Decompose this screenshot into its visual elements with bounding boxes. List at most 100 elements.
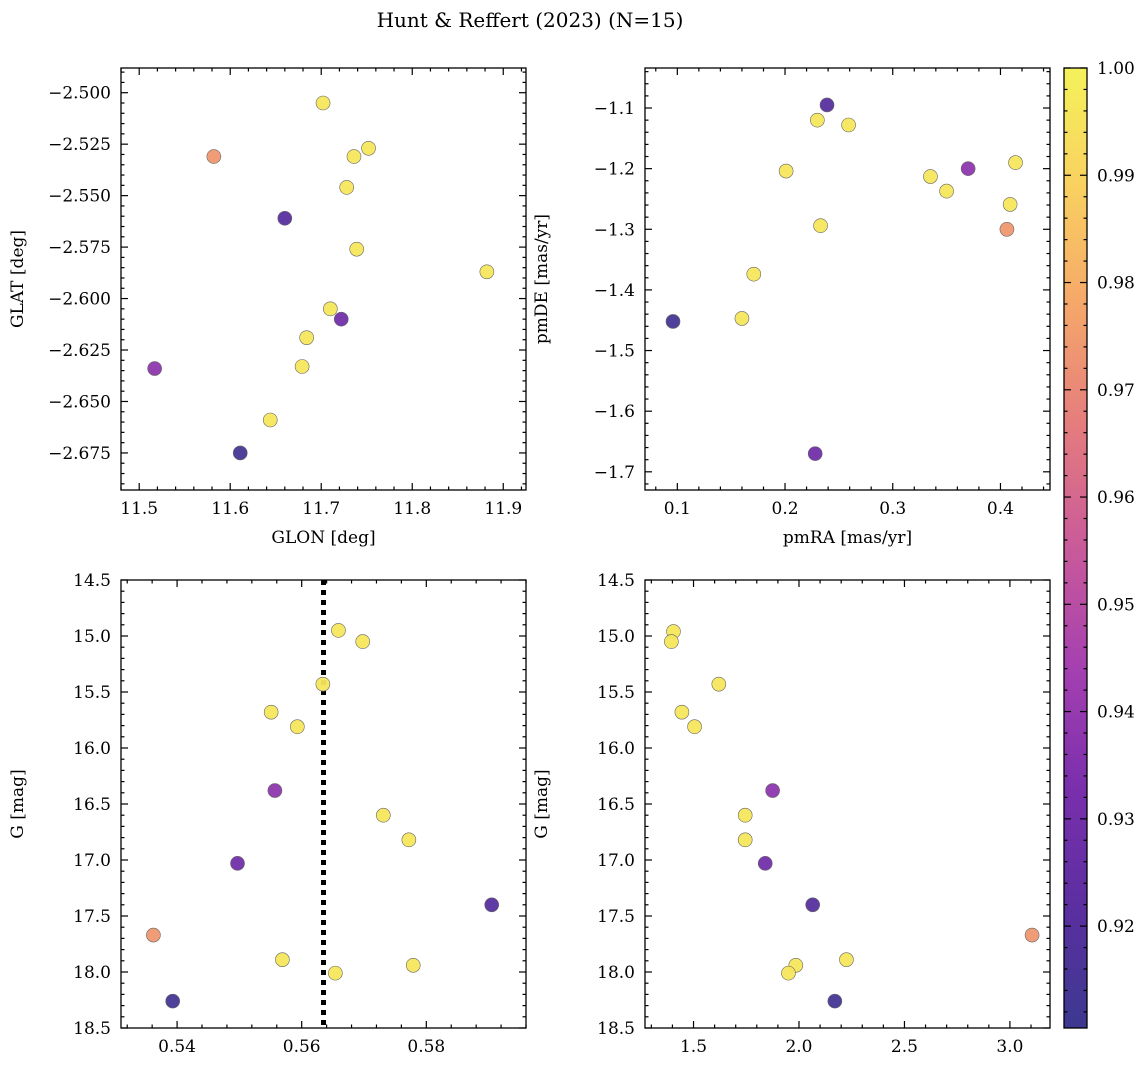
x-tick-label: 0.58 — [407, 1037, 445, 1057]
x-tick-label: 1.5 — [680, 1037, 707, 1057]
data-point — [294, 359, 310, 374]
x-tick-label: 11.8 — [393, 499, 431, 519]
y-tick-label: −1.5 — [594, 342, 635, 362]
data-point — [827, 993, 843, 1009]
y-tick-label: 17.0 — [597, 851, 635, 871]
figure-title: Hunt & Reffert (2023) (N=15) — [377, 8, 684, 32]
y-tick-label: −1.7 — [594, 463, 635, 483]
data-point — [819, 97, 835, 113]
colorbar: 0.92 0.93 0.94 0.95 0.96 0.97 0.98 0.99 1.00 — [1063, 59, 1135, 1029]
data-point — [262, 412, 278, 428]
y-tick-label: −1.6 — [594, 402, 635, 422]
y-tick-label: 15.5 — [597, 683, 635, 703]
data-point — [923, 169, 938, 184]
data-point — [807, 446, 823, 461]
colorbar-tick-label: 0.93 — [1097, 810, 1135, 830]
data-point — [737, 807, 753, 823]
y-tick-label: −2.650 — [48, 392, 111, 412]
colorbar-tick-label: 0.97 — [1097, 381, 1135, 401]
y-tick-label: 16.5 — [73, 795, 111, 815]
data-point — [401, 832, 417, 848]
colorbar-tick-label: 0.94 — [1097, 703, 1135, 723]
y-axis-label: G [mag] — [532, 769, 552, 838]
colorbar-frame — [1063, 67, 1088, 1029]
colorbar-tick-label: 0.92 — [1097, 917, 1135, 937]
data-point — [355, 634, 371, 649]
data-point — [147, 361, 162, 376]
data-point — [299, 330, 314, 345]
x-axis-label: Plx [mas] — [283, 1066, 363, 1068]
y-tick-label: 18.5 — [73, 1019, 111, 1039]
x-tick-label: 0.56 — [283, 1037, 321, 1057]
y-tick-label: 17.0 — [73, 851, 111, 871]
colorbar-gradient — [1064, 68, 1087, 1028]
plot-frame — [644, 67, 1051, 491]
data-point — [1002, 197, 1018, 212]
data-point — [230, 856, 245, 871]
y-tick-label: 15.5 — [73, 683, 111, 703]
y-tick-label: 16.5 — [597, 795, 635, 815]
data-point — [275, 952, 290, 967]
y-tick-label: −2.600 — [48, 290, 111, 310]
y-tick-label: 18.0 — [597, 963, 635, 983]
colorbar-tick-label: 0.99 — [1097, 166, 1135, 186]
y-tick-label: 17.5 — [73, 907, 111, 927]
y-tick-label: −1.4 — [594, 281, 635, 301]
x-tick-label: 11.7 — [302, 499, 340, 519]
data-point — [665, 314, 681, 329]
data-point — [146, 927, 161, 943]
data-point — [737, 832, 753, 848]
y-tick-label: 18.0 — [73, 963, 111, 983]
x-tick-label: 11.9 — [484, 499, 522, 519]
data-point — [839, 952, 854, 967]
y-axis-label: pmDE [mas/yr] — [532, 214, 552, 344]
data-point — [813, 218, 828, 233]
y-tick-label: 15.0 — [597, 627, 635, 647]
y-tick-label: −2.675 — [48, 444, 111, 464]
x-tick-label: 0.3 — [879, 499, 906, 519]
x-tick-label: 0.1 — [664, 499, 691, 519]
data-point — [290, 719, 305, 735]
x-tick-label: 0.54 — [158, 1037, 196, 1057]
data-point — [484, 897, 500, 913]
y-tick-label: 16.0 — [597, 739, 635, 759]
data-point — [165, 993, 181, 1009]
data-point — [206, 149, 222, 164]
data-point — [349, 241, 365, 257]
data-point — [376, 807, 391, 823]
y-tick-label: 15.0 — [73, 627, 111, 647]
data-point — [405, 957, 421, 973]
x-tick-label: 2.0 — [785, 1037, 812, 1057]
colorbar-tick-label: 1.00 — [1097, 59, 1135, 79]
panel-glon-glat: 11.5 11.6 11.7 11.8 11.9 −2.675 −2.650 −2.625 −2… — [8, 67, 527, 548]
x-tick-label: 11.5 — [120, 499, 158, 519]
data-point — [810, 112, 825, 128]
y-tick-label: −1.3 — [594, 220, 635, 240]
data-point — [778, 163, 794, 179]
data-point — [939, 183, 954, 199]
panel-bprp-g: 1.5 2.0 2.5 3.0 14.5 15.0 15.5 16.0 16.5 17.0 17.5… — [532, 571, 1051, 1068]
data-point — [479, 264, 495, 280]
panel-pmra-pmde: 0.1 0.2 0.3 0.4 −1.7 −1.6 −1.5 −1.4 −1.3 −1.2 −1.1… — [532, 67, 1051, 548]
data-point — [711, 676, 727, 692]
data-point — [999, 221, 1015, 237]
y-tick-label: 14.5 — [73, 571, 111, 591]
data-point — [361, 140, 376, 156]
y-tick-label: 18.5 — [597, 1019, 635, 1039]
y-tick-label: −2.625 — [48, 341, 111, 361]
data-point — [315, 676, 331, 692]
x-axis-label: GLON [deg] — [271, 528, 375, 548]
x-tick-label: 11.6 — [211, 499, 249, 519]
colorbar-tick-label: 0.95 — [1097, 595, 1135, 615]
y-tick-label: 14.5 — [597, 571, 635, 591]
data-point — [805, 897, 820, 913]
x-tick-label: 3.0 — [996, 1037, 1023, 1057]
data-point — [781, 965, 796, 981]
y-axis-label: GLAT [deg] — [8, 230, 28, 328]
y-tick-label: 16.0 — [73, 739, 111, 759]
data-point — [339, 180, 355, 195]
data-point — [331, 623, 346, 638]
x-tick-label: 0.2 — [772, 499, 799, 519]
y-tick-label: −2.550 — [48, 187, 111, 207]
